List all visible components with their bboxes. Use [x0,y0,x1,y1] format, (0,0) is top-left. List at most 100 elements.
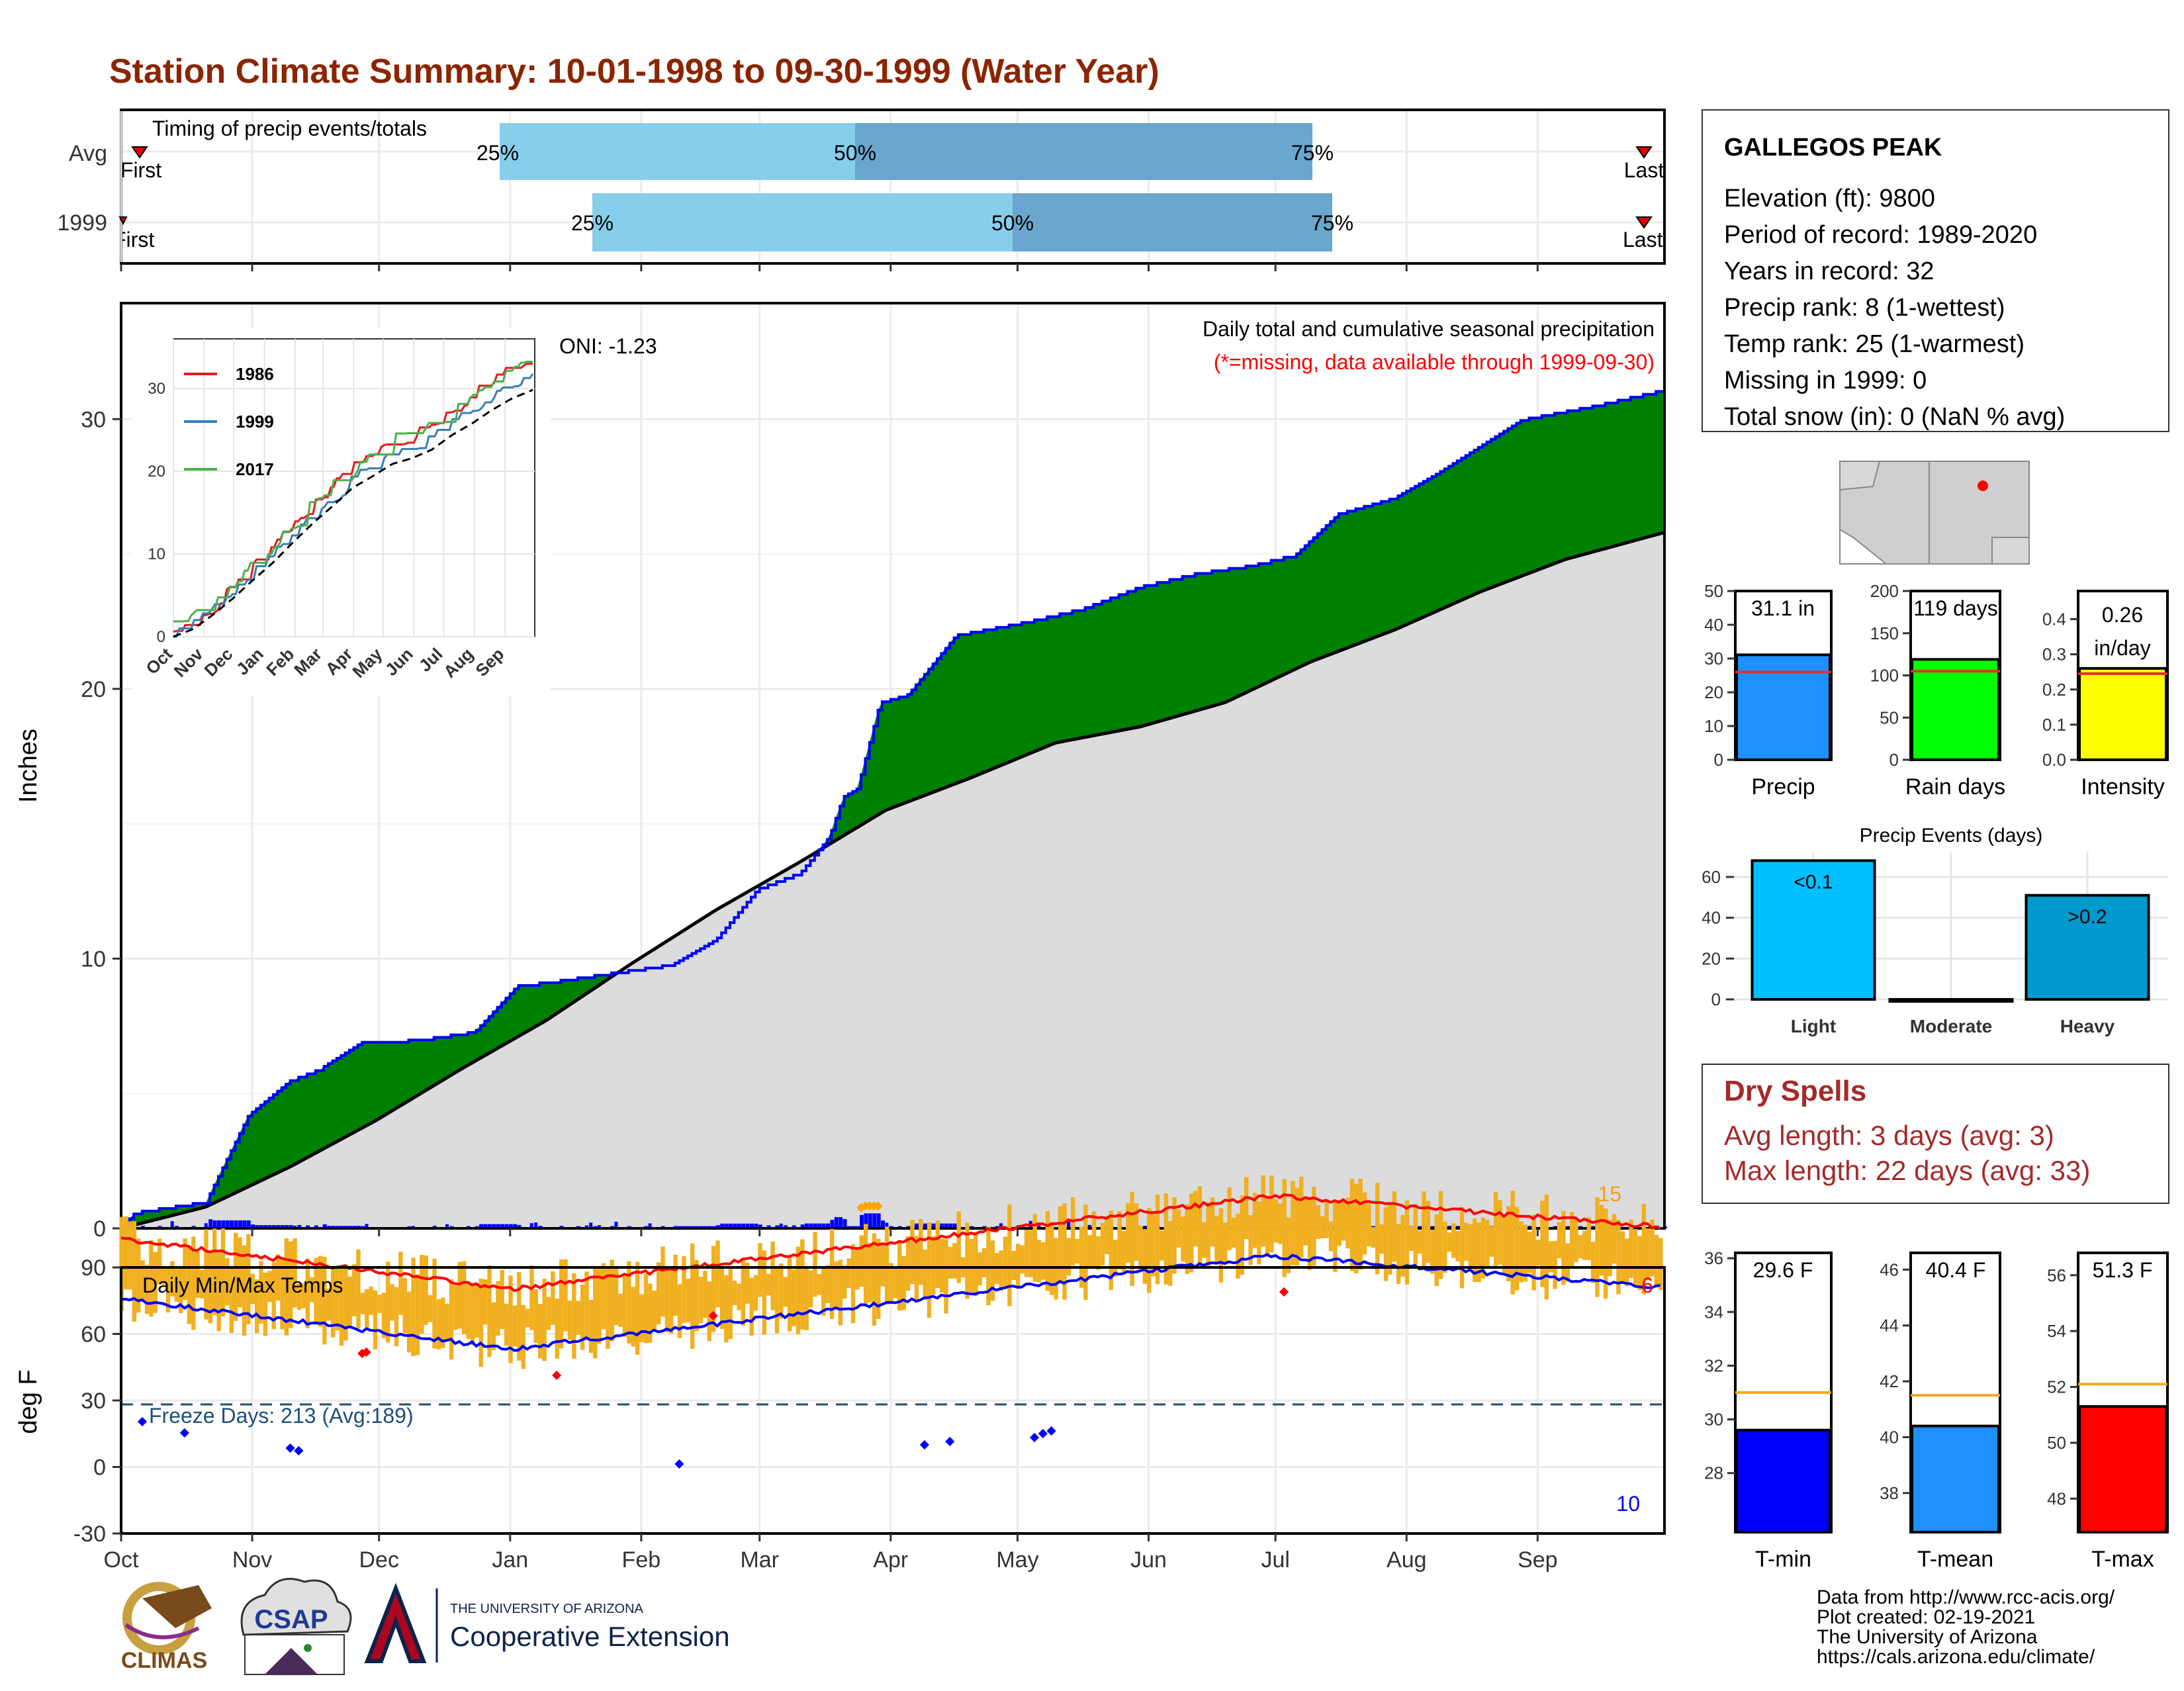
daily-temp-bar [652,1291,657,1332]
daily-temp-bar [351,1264,357,1316]
summary-bar-tick-label: 0.4 [2042,610,2066,629]
daily-temp-bar [1333,1201,1338,1272]
daily-temp-bar [398,1252,403,1315]
daily-temp-bar [1561,1211,1566,1285]
summary-bar-tick-label: 30 [1704,649,1723,668]
summary-bar-tick-label: 30 [1704,1410,1723,1430]
summary-bar-label: Rain days [1905,774,2005,800]
timing-1999-first-marker [118,216,128,226]
inset-legend-label: 1986 [236,364,274,384]
daily-temp-bar [284,1238,289,1336]
temp-y-tick-label: 90 [81,1256,106,1281]
daily-temp-bar [1091,1211,1097,1269]
daily-temp-bar [939,1238,944,1293]
daily-temp-bar [1087,1235,1092,1269]
daily-temp-bar [1286,1217,1291,1273]
daily-temp-bar [711,1246,716,1332]
daily-temp-bar [588,1299,594,1353]
daily-temp-bar [280,1259,285,1330]
daily-temp-bar [478,1279,483,1367]
daily-precip-bar [821,1223,826,1228]
daily-temp-bar [183,1238,187,1300]
daily-temp-bar [567,1301,572,1340]
station-precip-rank: Precip rank: 8 (1-wettest) [1724,294,2005,322]
daily-precip-bar [834,1216,839,1228]
daily-temp-bar [1379,1224,1384,1254]
summary-bar-tick-label: 20 [1704,682,1723,702]
daily-temp-bar [944,1239,948,1314]
daily-temp-bar [394,1287,399,1347]
daily-precip-bar [170,1221,174,1228]
daily-temp-bar [1472,1218,1477,1283]
daily-temp-bar [707,1281,711,1342]
summary-bar-tick-label: 56 [2047,1265,2066,1285]
timing-avg-first-label: First [120,158,161,182]
daily-temp-bar [1362,1192,1367,1255]
daily-precip-bar [513,1224,518,1228]
timing-1999-last-label: Last [1623,228,1663,251]
avg-max-line [120,1193,1661,1293]
daily-temp-bar [1295,1187,1300,1265]
daily-temp-bar [910,1219,915,1285]
daily-temp-bar [1404,1200,1410,1285]
summary-bar-tick-label: 38 [1880,1483,1899,1503]
daily-temp-bar [153,1252,158,1313]
tmin-bar-value: 29.6 F [1753,1258,1813,1282]
daily-temp-bar [259,1261,263,1324]
precip-panel: Daily total and cumulative seasonal prec… [15,302,1667,1242]
daily-temp-bar [728,1269,733,1340]
daily-temp-bar [606,1266,610,1349]
daily-temp-bar [132,1221,137,1322]
daily-temp-bar [1138,1226,1143,1271]
daily-temp-bar [356,1249,361,1329]
summary-bar-fill [1735,653,1831,762]
daily-precip-bar [251,1224,255,1228]
daily-temp-bar [178,1268,183,1313]
daily-temp-bar [411,1257,416,1357]
daily-temp-bar [1422,1191,1426,1271]
precip-y-tick-label: 30 [81,407,106,432]
daily-temp-bar [1299,1176,1304,1258]
extreme-precip-marker [873,1201,883,1211]
daily-temp-bar [487,1265,492,1357]
daily-precip-bar [272,1225,277,1228]
daily-temp-bar [648,1283,653,1343]
daily-temp-bar [310,1277,314,1303]
daily-temp-bar [1160,1230,1164,1261]
daily-temp-bar [724,1275,729,1343]
daily-temp-bar [893,1265,898,1299]
footer-line-4: https://cals.arizona.edu/climate/ [1817,1646,2095,1668]
summary-bar-tick-label: 150 [1870,623,1899,643]
daily-temp-bar [779,1263,784,1319]
events-y-tick-label: 60 [1702,867,1721,887]
daily-temp-bar [165,1268,171,1313]
tmax-bar: 48 50 52 54 56 T-max 51.3 F [2047,1252,2169,1572]
cumulative-inset: 0102030OctNovDecJanFebMarAprMayJunJulAug… [132,328,551,696]
daily-temp-bar [1024,1229,1029,1277]
daily-temp-bar [1485,1219,1490,1267]
daily-precip-bar [293,1225,296,1228]
daily-temp-bar [808,1270,813,1308]
daily-temp-bar [1438,1191,1443,1279]
daily-temp-bar [834,1261,839,1310]
daily-temp-bar [1105,1215,1109,1255]
daily-temp-bar [762,1250,767,1335]
daily-temp-bar [770,1241,775,1310]
daily-temp-bar [1193,1191,1198,1247]
daily-temp-bar [842,1265,847,1299]
daily-temp-bar [1599,1205,1604,1276]
daily-temp-bar [263,1272,268,1336]
daily-precip-bar [238,1220,242,1228]
daily-temp-bar [1506,1206,1511,1282]
station-location-dot [1978,480,1988,491]
daily-precip-bar [792,1225,796,1228]
daily-temp-bar [563,1259,568,1332]
daily-temp-bar [1003,1236,1008,1287]
events-category-label: Light [1791,1016,1836,1036]
daily-precip-bar [255,1225,259,1228]
daily-precip-bar [784,1225,788,1228]
daily-temp-bar [884,1226,889,1305]
daily-temp-bar [1015,1244,1021,1289]
daily-temp-bar [1130,1191,1134,1287]
daily-temp-bar [466,1281,471,1339]
